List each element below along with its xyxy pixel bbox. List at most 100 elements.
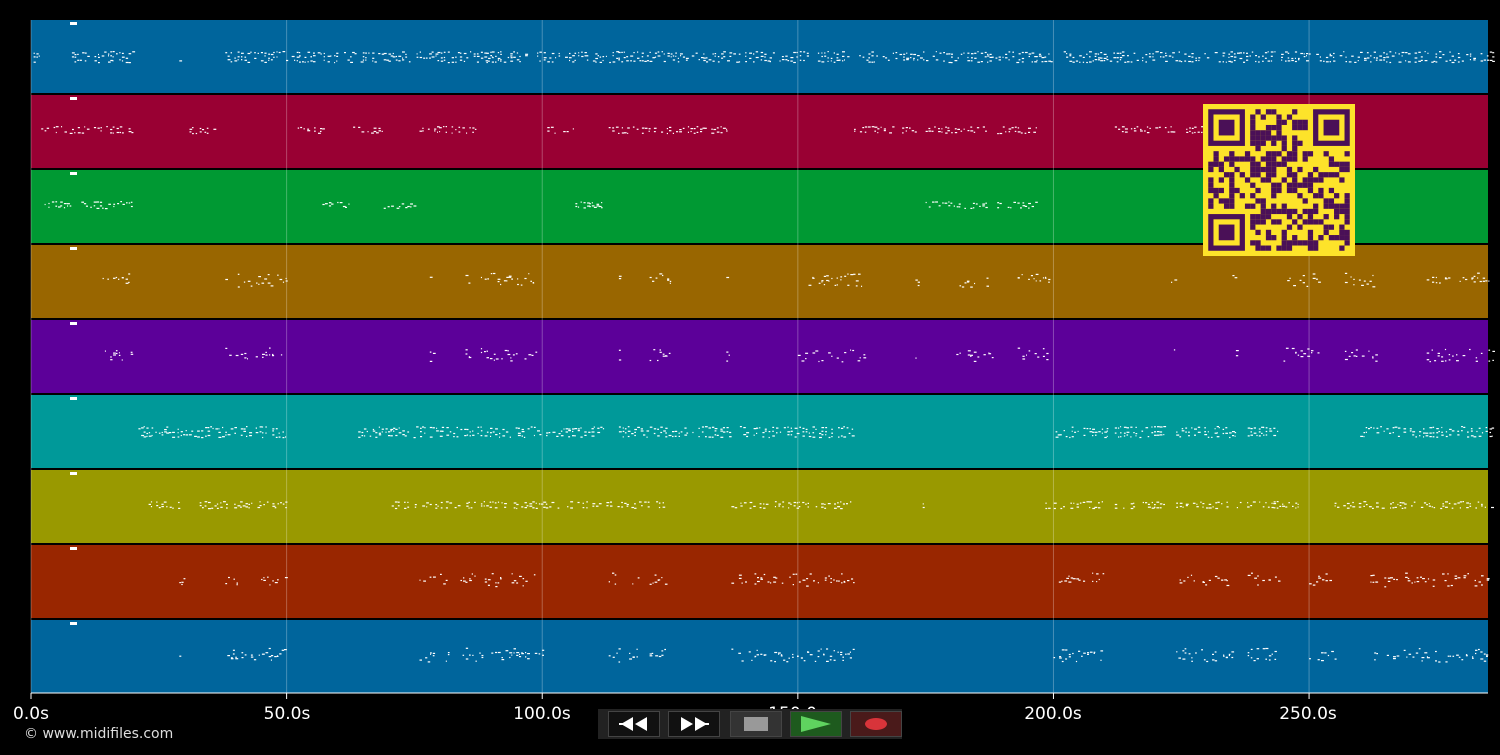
note	[405, 56, 408, 58]
note	[794, 427, 798, 429]
note	[504, 503, 507, 505]
note	[1445, 506, 1448, 508]
note	[1243, 52, 1245, 54]
note	[560, 435, 564, 437]
note	[1202, 503, 1205, 505]
note	[621, 501, 623, 504]
note	[997, 133, 999, 135]
note	[1154, 431, 1157, 433]
note	[1048, 278, 1051, 281]
note	[230, 428, 234, 430]
note	[1477, 277, 1479, 279]
note	[1405, 576, 1408, 578]
note	[970, 286, 973, 288]
note	[516, 503, 519, 506]
record-button[interactable]	[850, 711, 902, 737]
note	[1158, 126, 1161, 128]
note	[1437, 355, 1440, 357]
note	[1295, 352, 1297, 354]
note	[1163, 434, 1165, 436]
note	[255, 427, 257, 429]
note	[67, 203, 70, 205]
note	[1469, 503, 1471, 505]
note	[745, 55, 747, 57]
note	[1435, 56, 1438, 58]
qr-module	[1292, 124, 1298, 131]
note	[495, 55, 497, 57]
note	[410, 206, 412, 208]
note	[81, 201, 84, 203]
note	[572, 61, 575, 63]
stop-button[interactable]	[730, 711, 782, 737]
note	[698, 59, 700, 61]
note	[741, 660, 744, 662]
note	[1068, 653, 1071, 656]
note	[1089, 51, 1092, 53]
qr-module	[1276, 130, 1282, 136]
qr-module	[1344, 151, 1350, 157]
note	[954, 60, 958, 62]
note	[1224, 579, 1227, 581]
note	[973, 360, 977, 362]
note	[1188, 653, 1191, 655]
note	[756, 427, 759, 429]
fast-forward-button[interactable]	[668, 711, 720, 737]
note	[999, 132, 1003, 135]
note	[260, 60, 264, 62]
note	[971, 60, 973, 62]
fast-forward-icon	[681, 717, 709, 731]
note	[237, 56, 240, 58]
note	[871, 51, 874, 53]
note	[1473, 57, 1476, 59]
note	[435, 507, 438, 509]
note	[447, 652, 450, 654]
note	[1416, 577, 1419, 579]
note	[1473, 281, 1476, 283]
play-button[interactable]	[790, 711, 842, 737]
note	[691, 55, 695, 57]
note	[278, 51, 281, 54]
note	[1198, 57, 1201, 59]
note	[486, 350, 488, 352]
note	[237, 286, 240, 288]
note	[491, 61, 494, 63]
note	[1274, 576, 1277, 578]
note	[128, 281, 130, 283]
tick-label-100: 100.0s	[513, 704, 571, 724]
note	[1086, 61, 1088, 64]
note	[378, 426, 380, 428]
qr-module	[1292, 109, 1298, 115]
note	[821, 52, 823, 54]
note	[437, 51, 441, 54]
note	[740, 502, 742, 504]
note	[1392, 427, 1395, 429]
note	[1397, 435, 1400, 437]
note	[1361, 284, 1364, 286]
note	[33, 56, 36, 58]
note	[503, 61, 507, 63]
note	[237, 273, 240, 275]
note	[119, 52, 121, 54]
rewind-button[interactable]	[608, 711, 660, 737]
note	[519, 653, 520, 655]
note	[487, 278, 489, 280]
note	[668, 434, 672, 437]
note	[967, 130, 970, 132]
note	[1094, 53, 1098, 55]
note	[537, 52, 539, 54]
note	[1303, 353, 1307, 355]
note	[447, 51, 450, 53]
note	[1383, 52, 1385, 54]
note	[840, 501, 842, 503]
note	[775, 577, 778, 579]
note	[915, 279, 918, 281]
qr-module	[1281, 229, 1287, 236]
qr-module	[1302, 119, 1308, 125]
note	[829, 659, 832, 661]
note	[490, 55, 492, 57]
note	[1457, 53, 1460, 55]
note	[307, 128, 310, 130]
note	[1475, 649, 1478, 651]
note	[469, 579, 472, 582]
note	[817, 52, 820, 54]
